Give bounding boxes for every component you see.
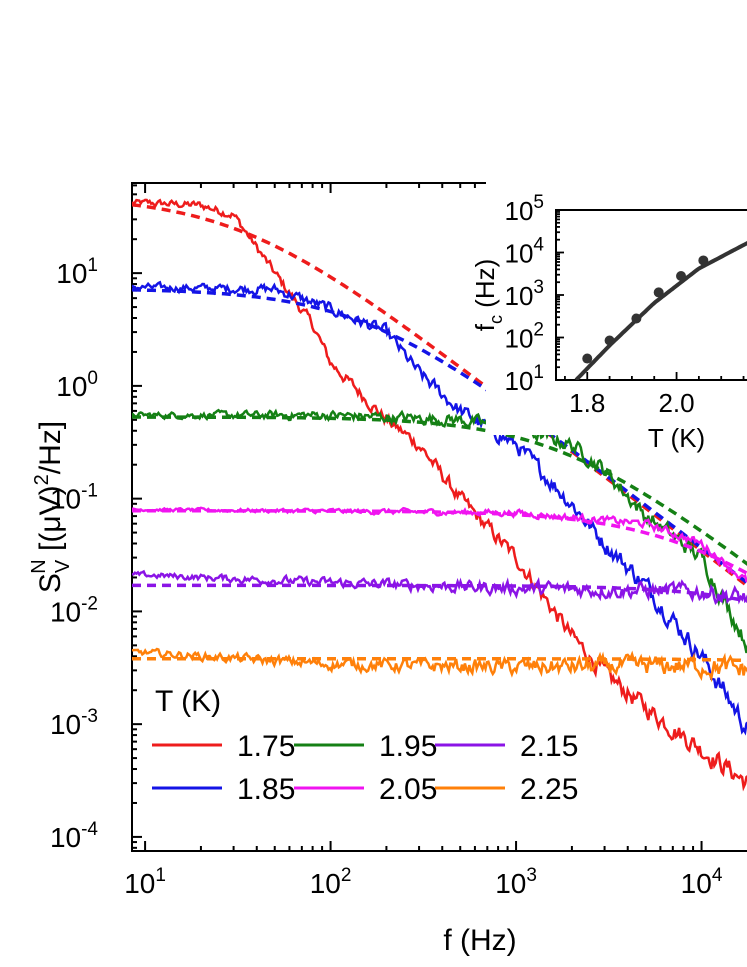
inset-y-tick-label: 104 xyxy=(505,235,545,269)
inset-series-area xyxy=(574,240,747,380)
inset-data-point xyxy=(604,335,615,346)
y-tick-label: 10-3 xyxy=(50,706,98,740)
y-tick-label: 10-4 xyxy=(50,819,98,853)
legend-label: 1.75 xyxy=(237,730,295,763)
inset-y-tick-label: 105 xyxy=(505,192,545,226)
legend-title: T (K) xyxy=(155,685,221,718)
x-axis-title: f (Hz) xyxy=(443,924,516,957)
y-tick-label: 10-2 xyxy=(50,593,98,627)
fit-line-2.05 xyxy=(132,509,747,576)
inset-x-tick-label: 1.8 xyxy=(569,388,605,418)
fit-line-1.75 xyxy=(132,203,747,588)
y-tick-label: 100 xyxy=(56,368,98,402)
series-line-2.25 xyxy=(132,647,747,683)
inset-y-tick-label: 103 xyxy=(505,277,545,311)
series-line-1.85 xyxy=(132,280,747,736)
fit-line-1.85 xyxy=(132,288,747,585)
x-tick-label: 101 xyxy=(124,865,166,899)
series-line-2.15 xyxy=(132,569,747,606)
inset-x-axis-title: T (K) xyxy=(648,423,705,453)
series-line-2.05 xyxy=(132,506,747,583)
legend-label: 2.05 xyxy=(379,773,437,806)
y-tick-label: 10-1 xyxy=(50,481,98,515)
inset-y-tick-label: 101 xyxy=(505,362,545,396)
x-tick-label: 103 xyxy=(495,865,537,899)
series-line-1.95 xyxy=(132,408,747,654)
y-tick-label: 101 xyxy=(56,255,98,289)
legend: T (K) 1.75 1.85 1.95 2.05 2.15 2.25 xyxy=(152,685,578,806)
legend-label: 2.15 xyxy=(520,730,578,763)
inset-data-point xyxy=(631,313,642,324)
y-axis-title: SVN [(μV)2/Hz] xyxy=(28,421,74,593)
inset-data-point xyxy=(676,270,687,281)
inset-background xyxy=(486,175,747,435)
main-plot: 101 102 103 104 101 100 10-1 10-2 10-3 10-4 f (Hz)… xyxy=(28,182,747,957)
legend-label: 1.85 xyxy=(237,773,295,806)
series-area xyxy=(132,198,747,792)
x-tick-label: 104 xyxy=(681,865,723,899)
inset-x-tick-label: 2.0 xyxy=(658,388,694,418)
inset-plot: 1.8 2.0 105 104 103 102 101 T (K) fc (Hz) xyxy=(470,175,747,453)
inset-data-point xyxy=(582,353,593,364)
legend-label: 1.95 xyxy=(379,730,437,763)
inset-y-axis-title: fc (Hz) xyxy=(470,259,506,332)
legend-label: 2.25 xyxy=(520,773,578,806)
inset-data-point xyxy=(698,255,709,266)
x-tick-label: 102 xyxy=(310,865,352,899)
fit-line-2.25 xyxy=(132,657,747,663)
inset-y-tick-label: 102 xyxy=(505,320,545,354)
inset-fit-curve xyxy=(574,240,747,380)
inset-data-point xyxy=(653,287,664,298)
series-line-1.75 xyxy=(132,198,747,792)
